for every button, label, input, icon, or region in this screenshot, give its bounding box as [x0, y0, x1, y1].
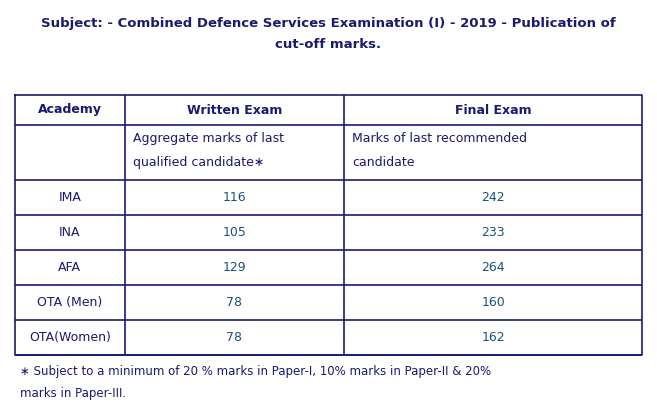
Text: 78: 78 — [227, 331, 242, 344]
Text: 160: 160 — [481, 296, 505, 309]
Text: 162: 162 — [482, 331, 505, 344]
Text: OTA (Men): OTA (Men) — [37, 296, 102, 309]
Text: IMA: IMA — [58, 191, 81, 204]
Text: cut-off marks.: cut-off marks. — [275, 38, 382, 51]
Text: 233: 233 — [482, 226, 505, 239]
Text: AFA: AFA — [58, 261, 81, 274]
Text: Aggregate marks of last: Aggregate marks of last — [133, 132, 284, 145]
Text: 116: 116 — [223, 191, 246, 204]
Text: 105: 105 — [223, 226, 246, 239]
Text: qualified candidate∗: qualified candidate∗ — [133, 156, 264, 169]
Text: 129: 129 — [223, 261, 246, 274]
Text: Written Exam: Written Exam — [187, 104, 282, 117]
Text: Academy: Academy — [38, 104, 102, 117]
Text: 242: 242 — [482, 191, 505, 204]
Text: Marks of last recommended: Marks of last recommended — [352, 132, 527, 145]
Text: candidate: candidate — [352, 156, 415, 169]
Text: 264: 264 — [482, 261, 505, 274]
Text: INA: INA — [59, 226, 81, 239]
Text: 78: 78 — [227, 296, 242, 309]
Text: OTA(Women): OTA(Women) — [29, 331, 111, 344]
Text: Final Exam: Final Exam — [455, 104, 532, 117]
Text: ∗ Subject to a minimum of 20 % marks in Paper-I, 10% marks in Paper-II & 20%: ∗ Subject to a minimum of 20 % marks in … — [20, 365, 491, 378]
Text: marks in Paper-III.: marks in Paper-III. — [20, 387, 126, 400]
Text: Subject: - Combined Defence Services Examination (I) - 2019 - Publication of: Subject: - Combined Defence Services Exa… — [41, 17, 616, 30]
